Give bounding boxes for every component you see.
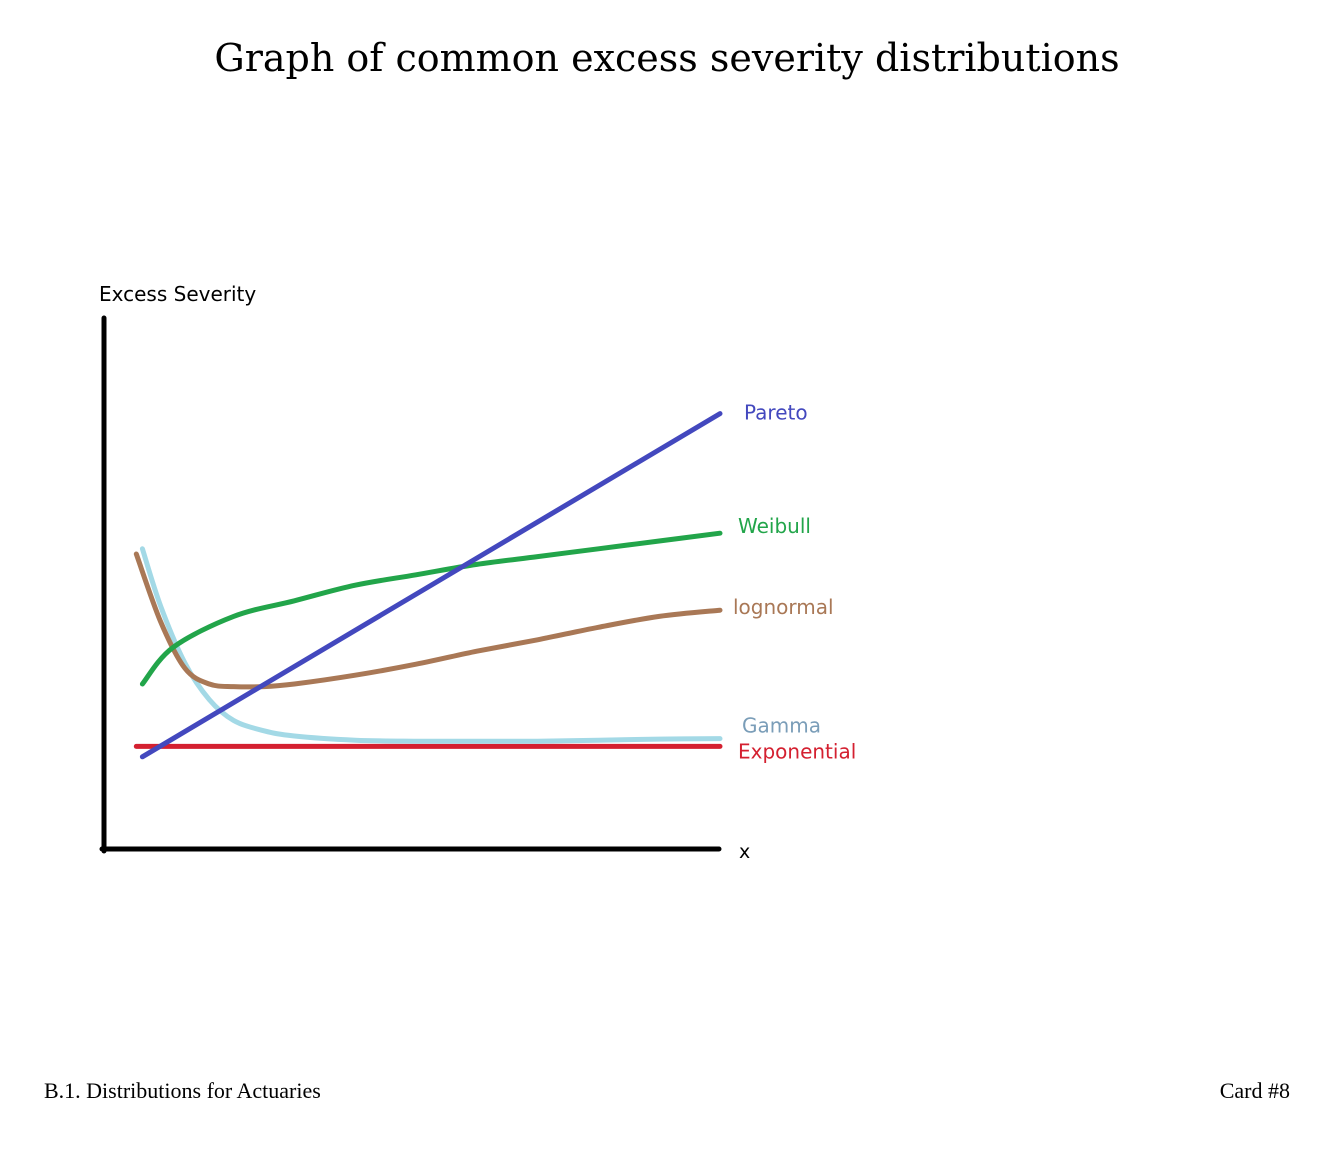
x-axis-label: x (739, 841, 750, 863)
series-label-lognormal: lognormal (733, 595, 834, 619)
footer-card-number: Card #8 (1219, 1078, 1290, 1103)
series-line-pareto (139, 411, 723, 760)
series-line-gamma (139, 546, 723, 744)
series-label-exponential: Exponential (738, 739, 856, 763)
page-title: Graph of common excess severity distribu… (214, 36, 1120, 80)
series-line-weibull (139, 530, 723, 687)
footer-section-label: B.1. Distributions for Actuaries (44, 1078, 321, 1103)
series-line-lognormal (133, 551, 723, 690)
series-label-pareto: Pareto (744, 401, 808, 425)
series-label-weibull: Weibull (738, 514, 811, 538)
y-axis-label: Excess Severity (99, 282, 256, 306)
series-layer (133, 411, 723, 760)
series-label-gamma: Gamma (742, 714, 821, 738)
chart-axes: Excess Severity x (99, 282, 750, 863)
